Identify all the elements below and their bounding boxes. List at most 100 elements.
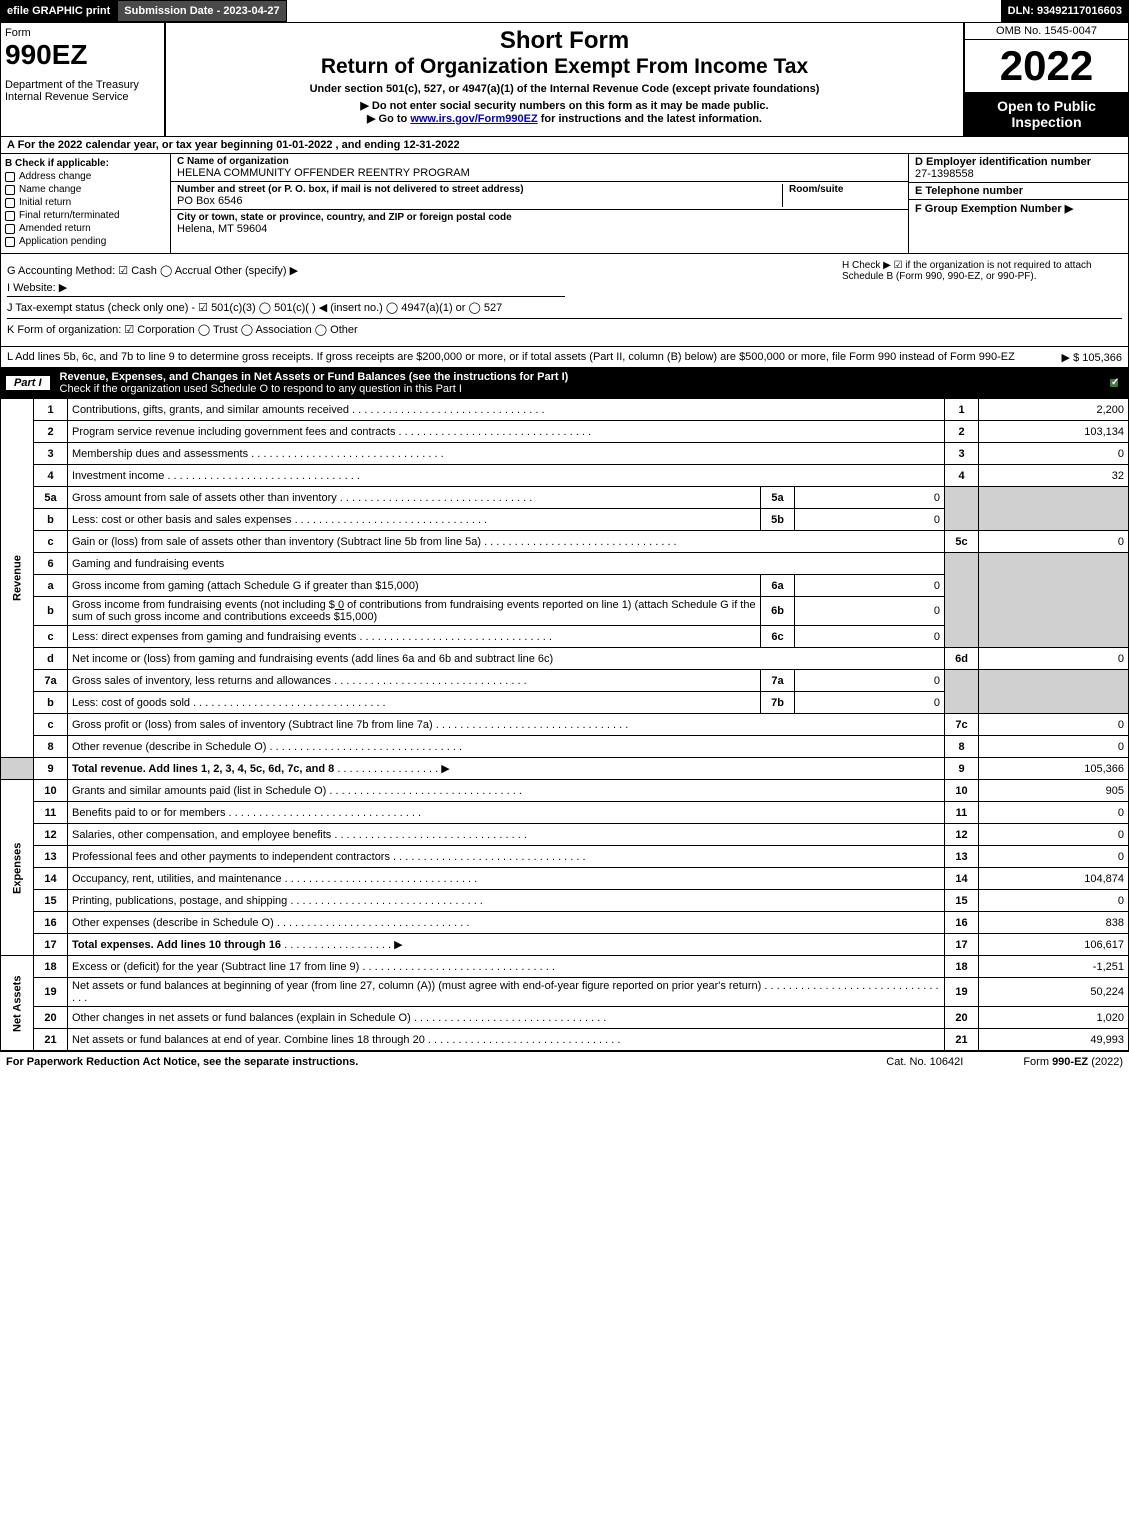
line-num-ref: 5c	[945, 531, 979, 553]
footer-catno: Cat. No. 10642I	[886, 1056, 963, 1068]
line-k: K Form of organization: ☑ Corporation ◯ …	[7, 318, 1122, 336]
line-desc: Occupancy, rent, utilities, and maintena…	[72, 873, 477, 885]
line-value: 32	[979, 465, 1129, 487]
table-row: Revenue 1 Contributions, gifts, grants, …	[1, 399, 1129, 421]
line-num-ref: 3	[945, 443, 979, 465]
line-h: H Check ▶ ☑ if the organization is not r…	[842, 260, 1122, 282]
checkbox-address-change[interactable]: Address change	[5, 171, 166, 182]
efile-print-label[interactable]: efile GRAPHIC print	[0, 0, 117, 22]
ein-value: 27-1398558	[915, 168, 1122, 180]
part-1-schedo: Check if the organization used Schedule …	[60, 383, 462, 395]
table-row: 7a Gross sales of inventory, less return…	[1, 670, 1129, 692]
form-title-block: Short Form Return of Organization Exempt…	[166, 23, 963, 136]
line-number: 14	[34, 868, 68, 890]
line-num-ref: 14	[945, 868, 979, 890]
line-number: 21	[34, 1029, 68, 1051]
shaded-cell	[979, 553, 1129, 648]
opt-label: Amended return	[19, 223, 91, 234]
checkbox-final-return[interactable]: Final return/terminated	[5, 210, 166, 221]
inst-2-prefix: ▶ Go to	[367, 113, 410, 125]
shaded-cell	[979, 487, 1129, 531]
table-row: d Net income or (loss) from gaming and f…	[1, 648, 1129, 670]
d-ein-label: D Employer identification number	[915, 156, 1122, 168]
c-name-label: C Name of organization	[177, 156, 902, 167]
line-number: d	[34, 648, 68, 670]
line-desc: Net assets or fund balances at end of ye…	[72, 1034, 620, 1046]
line-value: 106,617	[979, 934, 1129, 956]
title-short-form: Short Form	[174, 27, 955, 55]
line-number: 20	[34, 1007, 68, 1029]
line-number: 6	[34, 553, 68, 575]
table-row: Expenses 10 Grants and similar amounts p…	[1, 780, 1129, 802]
irs-link[interactable]: www.irs.gov/Form990EZ	[410, 113, 537, 125]
sub-value: 0	[795, 487, 945, 509]
line-num-ref: 4	[945, 465, 979, 487]
line-num-ref: 19	[945, 978, 979, 1007]
line-desc: Net income or (loss) from gaming and fun…	[68, 648, 945, 670]
c-city-label: City or town, state or province, country…	[177, 212, 902, 223]
line-number: 10	[34, 780, 68, 802]
line-value: 103,134	[979, 421, 1129, 443]
checkbox-application-pending[interactable]: Application pending	[5, 236, 166, 247]
line-value: 49,993	[979, 1029, 1129, 1051]
line-num-ref: 2	[945, 421, 979, 443]
shaded-cell	[945, 670, 979, 714]
table-row: 5a Gross amount from sale of assets othe…	[1, 487, 1129, 509]
checkbox-icon	[5, 172, 15, 182]
line-num-ref: 20	[945, 1007, 979, 1029]
f-group-label: F Group Exemption Number ▶	[915, 202, 1122, 215]
line-desc: Contributions, gifts, grants, and simila…	[72, 404, 545, 416]
col-b: B Check if applicable: Address change Na…	[1, 154, 171, 253]
line-desc: Other revenue (describe in Schedule O)	[72, 741, 462, 753]
line-desc: Gross amount from sale of assets other t…	[72, 492, 532, 504]
line-num-ref: 15	[945, 890, 979, 912]
checkbox-name-change[interactable]: Name change	[5, 184, 166, 195]
line-l-amount: ▶ $ 105,366	[1062, 351, 1122, 364]
inst-2-suffix: for instructions and the latest informat…	[538, 113, 762, 125]
line-number: 11	[34, 802, 68, 824]
line-number: 4	[34, 465, 68, 487]
sub-label: 5a	[761, 487, 795, 509]
line-number: b	[34, 597, 68, 626]
line-i: I Website: ▶	[7, 281, 565, 297]
sub-value: 0	[795, 692, 945, 714]
checkbox-amended-return[interactable]: Amended return	[5, 223, 166, 234]
page-footer: For Paperwork Reduction Act Notice, see …	[0, 1051, 1129, 1072]
line-value: 0	[979, 531, 1129, 553]
opt-label: Initial return	[19, 197, 71, 208]
schedo-checkbox[interactable]	[1109, 378, 1119, 388]
line-desc: Professional fees and other payments to …	[72, 851, 586, 863]
table-row: 19 Net assets or fund balances at beginn…	[1, 978, 1129, 1007]
line-value: 838	[979, 912, 1129, 934]
checkbox-icon	[5, 211, 15, 221]
netassets-section-label: Net Assets	[1, 956, 34, 1051]
line-num-ref: 21	[945, 1029, 979, 1051]
form-id-block: Form 990EZ Department of the Treasury In…	[1, 23, 166, 136]
e-phone-label: E Telephone number	[915, 185, 1122, 197]
line-desc: Salaries, other compensation, and employ…	[72, 829, 527, 841]
footer-right: Form 990-EZ (2022)	[1023, 1056, 1123, 1068]
checkbox-icon	[5, 237, 15, 247]
form-right-block: OMB No. 1545-0047 2022 Open to Public In…	[963, 23, 1128, 136]
line-value: 0	[979, 802, 1129, 824]
open-to-public: Open to Public Inspection	[965, 92, 1128, 136]
line-desc: Gross sales of inventory, less returns a…	[72, 675, 527, 687]
line-num-ref: 12	[945, 824, 979, 846]
c-addr-label: Number and street (or P. O. box, if mail…	[177, 184, 782, 195]
line-desc: Membership dues and assessments	[72, 448, 444, 460]
col-def: D Employer identification number 27-1398…	[908, 154, 1128, 253]
dept-label: Department of the Treasury Internal Reve…	[5, 79, 160, 103]
sub-value: 0	[795, 509, 945, 531]
line-value: 0	[979, 824, 1129, 846]
line-number: 15	[34, 890, 68, 912]
line-desc: Other expenses (describe in Schedule O)	[72, 917, 469, 929]
form-label: Form	[5, 27, 160, 39]
line-number: 19	[34, 978, 68, 1007]
line-desc: Less: cost of goods sold	[72, 697, 386, 709]
room-suite-label: Room/suite	[789, 184, 902, 195]
block-ghijk: H Check ▶ ☑ if the organization is not r…	[0, 254, 1129, 347]
opt-label: Address change	[19, 171, 91, 182]
checkbox-initial-return[interactable]: Initial return	[5, 197, 166, 208]
line-number: 9	[34, 758, 68, 780]
table-row: 11 Benefits paid to or for members 11 0	[1, 802, 1129, 824]
